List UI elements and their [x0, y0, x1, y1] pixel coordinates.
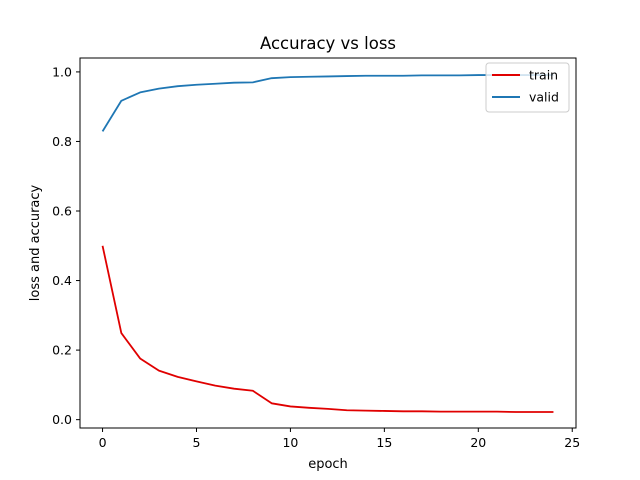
series-line-valid: [101, 74, 554, 132]
y-tick-label: 0.0: [52, 412, 72, 427]
x-tick-label: 15: [376, 435, 392, 450]
x-axis-label: epoch: [308, 457, 348, 472]
x-tick-label: 20: [470, 435, 486, 450]
plot-area: 0 5 10 15 20 25 0.0 0.2 0.4 0.6 0.8 1.0: [52, 57, 580, 450]
series-line-train: [101, 245, 554, 413]
x-tick-label: 25: [564, 435, 580, 450]
legend-label-valid: valid: [529, 90, 559, 105]
x-tick-label: 0: [99, 435, 107, 450]
series-layer: [101, 74, 554, 413]
y-axis-label: loss and accuracy: [28, 184, 43, 301]
y-axis-ticks: 0.0 0.2 0.4 0.6 0.8 1.0: [52, 64, 80, 427]
x-tick-label: 10: [282, 435, 298, 450]
x-tick-label: 5: [193, 435, 201, 450]
y-tick-label: 0.8: [52, 134, 72, 149]
y-tick-label: 0.4: [52, 273, 72, 288]
y-tick-label: 0.2: [52, 343, 72, 358]
plot-frame: [79, 57, 577, 429]
y-tick-label: 1.0: [52, 64, 72, 79]
legend: train valid: [485, 62, 570, 113]
x-axis-ticks: 0 5 10 15 20 25: [99, 428, 580, 450]
chart-title: Accuracy vs loss: [260, 34, 396, 53]
legend-label-train: train: [529, 68, 558, 83]
y-tick-label: 0.6: [52, 204, 72, 219]
